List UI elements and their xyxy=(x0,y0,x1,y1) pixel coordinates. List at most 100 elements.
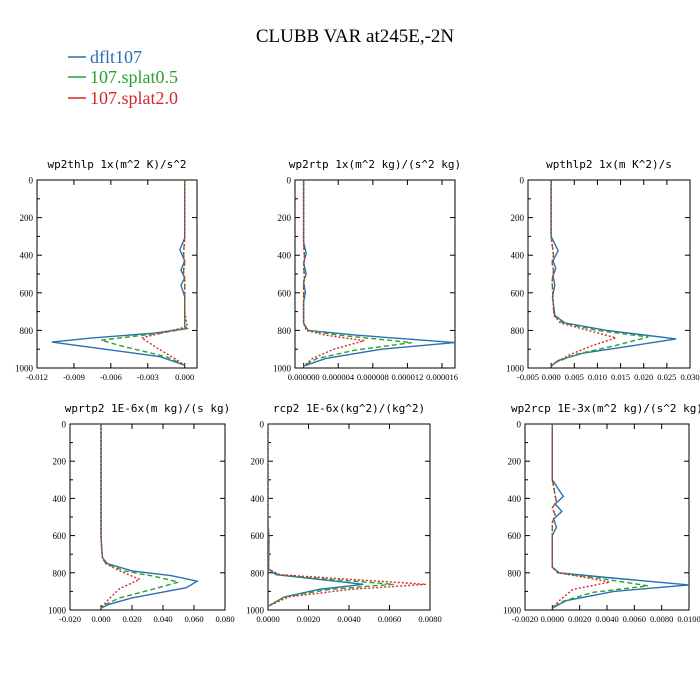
x-tick-label: -0.0020 xyxy=(512,614,538,624)
y-tick-label: 0 xyxy=(517,420,522,430)
series-line-dflt107 xyxy=(550,180,677,367)
chart-panel-2: wp2rtp 1x(m^2 kg)/(s^2 kg) 0 200 400 600 800 1… xyxy=(273,158,461,382)
y-tick-label: 1000 xyxy=(503,606,522,616)
y-tick-label: 0 xyxy=(287,176,292,186)
series-line-107.splat0.5 xyxy=(100,424,182,609)
panel-title: wp2rcp 1E-3x(m^2 kg)/(s^2 kg) xyxy=(511,402,700,415)
x-tick-label: 0.040 xyxy=(153,614,172,624)
x-tick-label: 0.0060 xyxy=(623,614,646,624)
x-tick-label: 0.0040 xyxy=(337,614,360,624)
x-tick-label: 0.010 xyxy=(588,372,607,382)
panel-title: wp2thlp 1x(m^2 K)/s^2 xyxy=(47,158,186,171)
x-tick-label: 0.025 xyxy=(657,372,676,382)
y-tick-label: 1000 xyxy=(273,364,292,374)
y-tick-label: 800 xyxy=(53,568,67,578)
x-tick-label: 0.000000 xyxy=(288,372,320,382)
y-tick-label: 400 xyxy=(511,251,525,261)
x-tick-label: 0.0100 xyxy=(677,614,700,624)
x-tick-label: 0.0000 xyxy=(541,614,564,624)
panel-title: rcp2 1E-6x(kg^2)/(kg^2) xyxy=(273,402,425,415)
x-tick-label: -0.020 xyxy=(59,614,81,624)
y-tick-label: 600 xyxy=(53,531,67,541)
y-tick-label: 200 xyxy=(53,457,67,467)
x-tick-label: 0.0040 xyxy=(595,614,618,624)
y-tick-label: 0 xyxy=(29,176,34,186)
chart-panels: wp2thlp 1x(m^2 K)/s^202004006008001000-0… xyxy=(15,158,700,624)
y-tick-label: 0 xyxy=(520,176,525,186)
chart-panel-6: wp2rcp 1E-3x(m^2 kg)/(s^2 kg) 0 200 400 600 8… xyxy=(503,402,700,624)
series-line-107.splat0.5 xyxy=(302,180,412,367)
y-tick-label: 1000 xyxy=(506,364,525,374)
x-tick-label: 0.020 xyxy=(122,614,141,624)
y-tick-label: 600 xyxy=(508,531,522,541)
y-tick-label: 600 xyxy=(511,288,525,298)
series-line-dflt107 xyxy=(302,180,455,367)
series-line-dflt107 xyxy=(100,424,199,609)
x-tick-label: 0.015 xyxy=(611,372,630,382)
y-tick-label: 0 xyxy=(62,420,67,430)
series-line-107.splat0.5 xyxy=(100,180,189,366)
legend-label-splat0.5: 107.splat0.5 xyxy=(90,67,178,87)
y-tick-label: 200 xyxy=(251,457,265,467)
series-line-107.splat2.0 xyxy=(302,180,365,367)
chart-panel-4: wprtp2 1E-6x(m kg)/(s kg) 0 200 400 600 800 10… xyxy=(48,402,235,624)
x-tick-label: 0.000 xyxy=(175,372,194,382)
x-tick-label: -0.005 xyxy=(517,372,539,382)
series-line-107.splat2.0 xyxy=(139,180,188,366)
y-tick-label: 200 xyxy=(511,213,525,223)
x-tick-label: 0.020 xyxy=(634,372,653,382)
y-tick-label: 400 xyxy=(53,494,67,504)
x-tick-label: 0.0020 xyxy=(297,614,320,624)
series-line-107.splat2.0 xyxy=(550,180,619,367)
y-tick-label: 800 xyxy=(511,326,525,336)
x-tick-label: 0.0020 xyxy=(568,614,591,624)
y-tick-label: 400 xyxy=(251,494,265,504)
plot-frame xyxy=(294,179,456,369)
x-tick-label: -0.009 xyxy=(63,372,85,382)
y-tick-label: 600 xyxy=(251,531,265,541)
y-tick-label: 1000 xyxy=(48,606,67,616)
plot-frame xyxy=(527,179,691,369)
series-line-107.splat2.0 xyxy=(268,424,426,607)
series-line-dflt107 xyxy=(268,424,364,607)
x-tick-label: 0.000008 xyxy=(357,372,389,382)
legend-label-dflt107: dflt107 xyxy=(90,47,142,67)
chart-panel-5: rcp2 1E-6x(kg^2)/(kg^2) 0 200 400 600 800 1000… xyxy=(246,402,442,624)
y-tick-label: 400 xyxy=(20,251,34,261)
x-tick-label: 0.000004 xyxy=(322,372,355,382)
y-tick-label: 800 xyxy=(20,326,34,336)
series-line-107.splat0.5 xyxy=(550,180,649,367)
series-line-107.splat2.0 xyxy=(100,424,142,609)
y-tick-label: 600 xyxy=(20,288,34,298)
x-tick-label: 0.005 xyxy=(565,372,584,382)
y-tick-label: 600 xyxy=(278,288,292,298)
plot-frame xyxy=(69,423,226,611)
x-tick-label: 0.000012 xyxy=(391,372,423,382)
x-tick-label: 0.030 xyxy=(680,372,699,382)
y-tick-label: 1000 xyxy=(246,606,265,616)
y-tick-label: 800 xyxy=(251,568,265,578)
series-line-107.splat2.0 xyxy=(551,424,610,609)
x-tick-label: 0.000 xyxy=(542,372,561,382)
plot-frame xyxy=(36,179,198,369)
y-tick-label: 400 xyxy=(278,251,292,261)
y-tick-label: 0 xyxy=(260,420,265,430)
y-tick-label: 400 xyxy=(508,494,522,504)
legend-label-splat2.0: 107.splat2.0 xyxy=(90,88,178,108)
x-tick-label: 0.000 xyxy=(91,614,110,624)
x-tick-label: -0.012 xyxy=(26,372,48,382)
x-tick-label: 0.0080 xyxy=(650,614,673,624)
x-tick-label: -0.006 xyxy=(100,372,122,382)
x-tick-label: 0.000016 xyxy=(426,372,458,382)
x-tick-label: 0.0060 xyxy=(378,614,401,624)
y-tick-label: 1000 xyxy=(15,364,34,374)
panel-title: wp2rtp 1x(m^2 kg)/(s^2 kg) xyxy=(289,158,461,171)
y-tick-label: 800 xyxy=(278,326,292,336)
x-tick-label: 0.0080 xyxy=(418,614,441,624)
chart-panel-3: wpthlp2 1x(m K^2)/s 0 200 400 600 800 1000-0.0… xyxy=(506,158,700,382)
series-line-dflt107 xyxy=(551,424,689,609)
y-tick-label: 800 xyxy=(508,568,522,578)
panel-title: wpthlp2 1x(m K^2)/s xyxy=(546,158,672,171)
x-tick-label: 0.060 xyxy=(184,614,203,624)
